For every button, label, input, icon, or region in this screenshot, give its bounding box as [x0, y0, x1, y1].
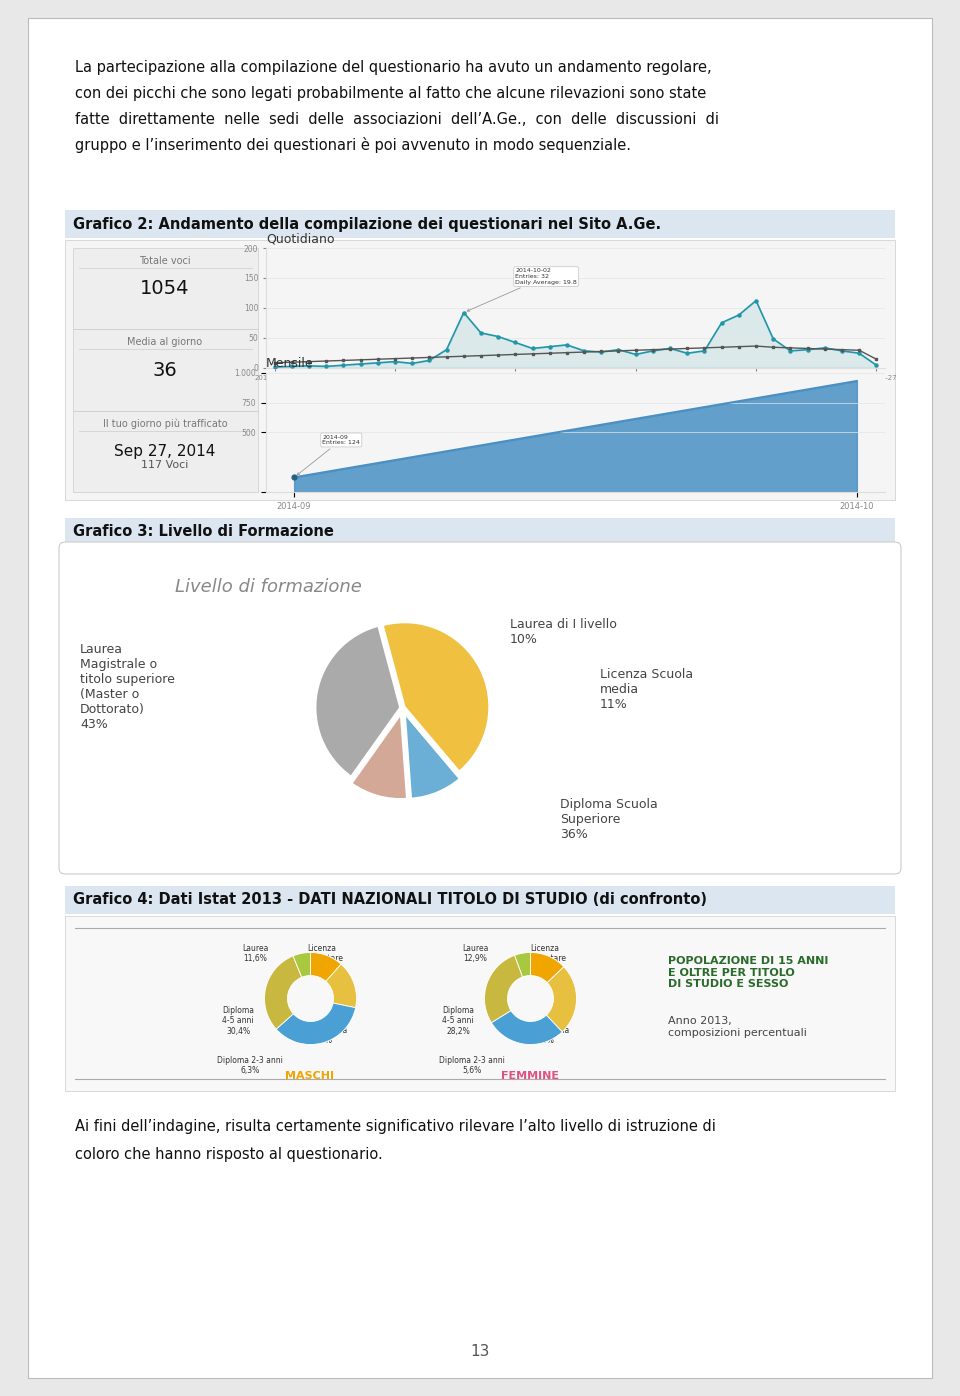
FancyBboxPatch shape [65, 240, 895, 500]
Text: Diploma
4-5 anni
28,2%: Diploma 4-5 anni 28,2% [442, 1007, 474, 1036]
Wedge shape [546, 967, 577, 1032]
Wedge shape [485, 955, 522, 1023]
Text: con dei picchi che sono legati probabilmente al fatto che alcune rilevazioni son: con dei picchi che sono legati probabilm… [75, 87, 707, 101]
Text: 36: 36 [153, 360, 178, 380]
Wedge shape [531, 952, 564, 983]
Text: 13: 13 [470, 1343, 490, 1358]
Text: Licenza media
28,3%: Licenza media 28,3% [515, 1026, 569, 1046]
Text: 1054: 1054 [140, 279, 190, 299]
Text: POPOLAZIONE DI 15 ANNI
E OLTRE PER TITOLO
DI STUDIO E SESSO: POPOLAZIONE DI 15 ANNI E OLTRE PER TITOL… [668, 956, 828, 990]
Wedge shape [492, 1011, 563, 1044]
Text: Media al giorno: Media al giorno [128, 338, 203, 348]
Text: Grafico 2: Andamento della compilazione dei questionari nel Sito A.Ge.: Grafico 2: Andamento della compilazione … [73, 216, 661, 232]
Text: S: S [820, 946, 869, 1020]
Text: Totale voci: Totale voci [139, 255, 191, 267]
Text: Licenza Scuola
media
11%: Licenza Scuola media 11% [600, 669, 693, 711]
Text: Laurea di I livello
10%: Laurea di I livello 10% [510, 618, 617, 646]
Wedge shape [276, 1004, 355, 1044]
Text: Livello di formazione: Livello di formazione [175, 578, 362, 596]
Text: Diploma
4-5 anni
30,4%: Diploma 4-5 anni 30,4% [222, 1007, 254, 1036]
FancyBboxPatch shape [59, 542, 901, 874]
Text: 2014-10-02
Entries: 32
Daily Average: 19.8: 2014-10-02 Entries: 32 Daily Average: 19… [468, 268, 577, 311]
Text: Ai fini dell’indagine, risulta certamente significativo rilevare l’alto livello : Ai fini dell’indagine, risulta certament… [75, 1120, 716, 1134]
Text: Diploma Scuola
Superiore
36%: Diploma Scuola Superiore 36% [560, 799, 658, 840]
FancyBboxPatch shape [73, 248, 258, 491]
Wedge shape [316, 625, 400, 776]
Text: gruppo e l’inserimento dei questionari è poi avvenuto in modo sequenziale.: gruppo e l’inserimento dei questionari è… [75, 137, 631, 154]
FancyBboxPatch shape [65, 518, 895, 546]
Wedge shape [293, 952, 310, 977]
Point [286, 466, 301, 489]
FancyBboxPatch shape [65, 886, 895, 914]
Wedge shape [310, 952, 341, 981]
Text: Quotidiano: Quotidiano [266, 233, 334, 246]
Text: FEMMINE: FEMMINE [501, 1071, 559, 1081]
Wedge shape [351, 715, 407, 799]
FancyBboxPatch shape [28, 18, 932, 1378]
Text: Diploma 2-3 anni
5,6%: Diploma 2-3 anni 5,6% [439, 1055, 505, 1075]
Text: Licenza media
35,2%: Licenza media 35,2% [293, 1026, 348, 1046]
Text: 117 Voci: 117 Voci [141, 461, 189, 470]
Wedge shape [265, 956, 301, 1029]
Text: coloro che hanno risposto al questionario.: coloro che hanno risposto al questionari… [75, 1148, 383, 1161]
Text: Sep 27, 2014: Sep 27, 2014 [114, 444, 216, 459]
Text: AS: AS [100, 966, 201, 1040]
Text: 2014-09
Entries: 124: 2014-09 Entries: 124 [297, 434, 360, 475]
Text: Grafico 3: Livello di Formazione: Grafico 3: Livello di Formazione [73, 525, 334, 539]
Wedge shape [383, 623, 490, 772]
Text: MASCHI: MASCHI [285, 1071, 334, 1081]
Wedge shape [515, 952, 531, 977]
Text: Laurea
Magistrale o
titolo superiore
(Master o
Dottorato)
43%: Laurea Magistrale o titolo superiore (Ma… [80, 644, 175, 732]
Text: Anno 2013,
composizioni percentuali: Anno 2013, composizioni percentuali [668, 1016, 806, 1037]
Text: Mensile: Mensile [266, 357, 314, 370]
FancyBboxPatch shape [65, 916, 895, 1092]
Wedge shape [405, 715, 460, 799]
Text: La partecipazione alla compilazione del questionario ha avuto un andamento regol: La partecipazione alla compilazione del … [75, 60, 711, 75]
Text: Il tuo giorno più trafficato: Il tuo giorno più trafficato [103, 419, 228, 429]
Text: Laurea
12,9%: Laurea 12,9% [462, 944, 489, 963]
Wedge shape [325, 965, 356, 1008]
FancyBboxPatch shape [65, 209, 895, 237]
Text: Licenza
elementare
16,6%: Licenza elementare 16,6% [300, 944, 344, 974]
Text: Laurea
11,6%: Laurea 11,6% [242, 944, 268, 963]
Text: Licenza
elementare
25,0%: Licenza elementare 25,0% [523, 944, 567, 974]
Text: fatte  direttamente  nelle  sedi  delle  associazioni  dell’A.Ge.,  con  delle  : fatte direttamente nelle sedi delle asso… [75, 112, 719, 127]
Text: RI: RI [800, 1007, 862, 1067]
Text: Diploma 2-3 anni
6,3%: Diploma 2-3 anni 6,3% [217, 1055, 283, 1075]
Text: Grafico 4: Dati Istat 2013 - DATI NAZIONALI TITOLO DI STUDIO (di confronto): Grafico 4: Dati Istat 2013 - DATI NAZION… [73, 892, 707, 907]
